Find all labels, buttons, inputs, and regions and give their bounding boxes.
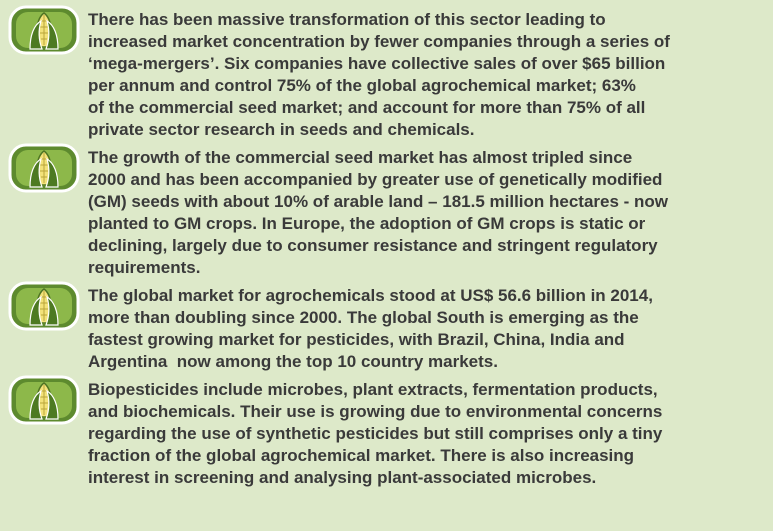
text-line: requirements. <box>88 258 201 277</box>
text-line: The growth of the commercial seed market… <box>88 148 633 167</box>
text-line: increased market concentration by fewer … <box>88 32 670 51</box>
text-line: Biopesticides include microbes, plant ex… <box>88 380 658 399</box>
text-line: planted to GM crops. In Europe, the adop… <box>88 214 646 233</box>
text-line: private sector research in seeds and che… <box>88 120 475 139</box>
text-line: interest in screening and analysing plan… <box>88 468 597 487</box>
corn-icon <box>8 281 80 331</box>
bullet-item: Biopesticides include microbes, plant ex… <box>0 375 773 489</box>
corn-icon <box>8 5 80 55</box>
text-line: 2000 and has been accompanied by greater… <box>88 170 663 189</box>
text-line: Argentina now among the top 10 country m… <box>88 352 498 371</box>
bullet-item: The growth of the commercial seed market… <box>0 143 773 279</box>
text-line: The global market for agrochemicals stoo… <box>88 286 653 305</box>
text-line: and biochemicals. Their use is growing d… <box>88 402 663 421</box>
text-line: fastest growing market for pesticides, w… <box>88 330 625 349</box>
text-line: more than doubling since 2000. The globa… <box>88 308 639 327</box>
text-line: There has been massive transformation of… <box>88 10 606 29</box>
text-line: per annum and control 75% of the global … <box>88 76 636 95</box>
bullet-item: The global market for agrochemicals stoo… <box>0 281 773 373</box>
text-line: declining, largely due to consumer resis… <box>88 236 658 255</box>
text-line: (GM) seeds with about 10% of arable land… <box>88 192 669 211</box>
corn-icon <box>8 375 80 425</box>
text-line: of the commercial seed market; and accou… <box>88 98 646 117</box>
text-line: fraction of the global agrochemical mark… <box>88 446 635 465</box>
bullet-item: There has been massive transformation of… <box>0 5 773 141</box>
corn-icon <box>8 143 80 193</box>
text-line: regarding the use of synthetic pesticide… <box>88 424 663 443</box>
text-line: ‘mega-mergers’. Six companies have colle… <box>88 54 666 73</box>
